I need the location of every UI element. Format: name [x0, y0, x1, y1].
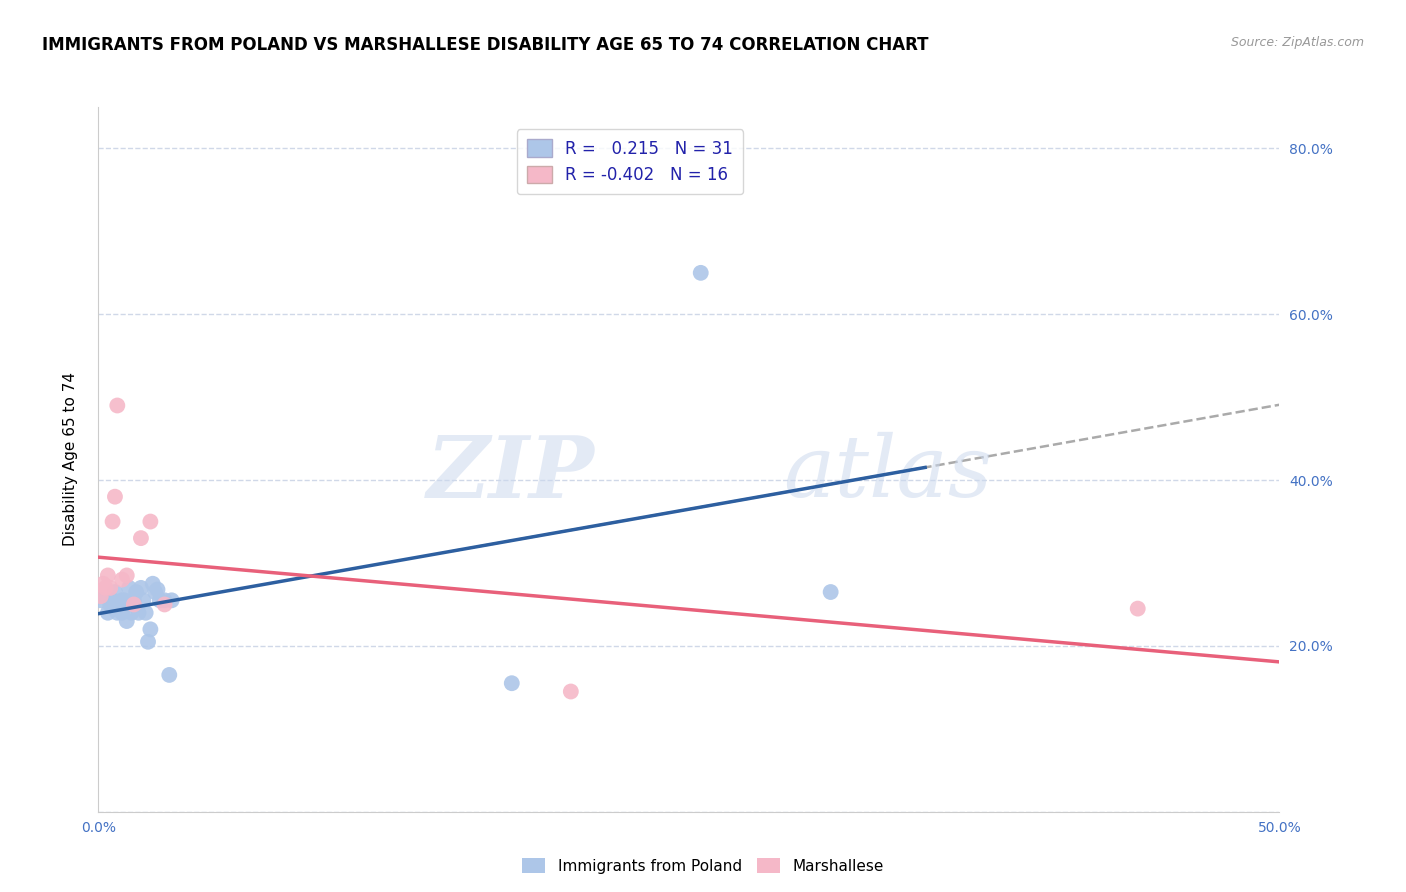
Point: [111, 593, 134, 607]
Point: [129, 531, 152, 545]
Point: [105, 399, 128, 413]
Legend: R =   0.215   N = 31, R = -0.402   N = 16: R = 0.215 N = 31, R = -0.402 N = 16: [517, 129, 742, 194]
Y-axis label: Disability Age 65 to 74: Disability Age 65 to 74: [63, 372, 77, 547]
Point: [122, 593, 145, 607]
Legend: Immigrants from Poland, Marshallese: Immigrants from Poland, Marshallese: [516, 852, 890, 880]
Point: [90, 593, 112, 607]
Point: [105, 606, 128, 620]
Point: [94, 581, 117, 595]
Point: [101, 515, 124, 529]
Point: [146, 582, 169, 597]
Point: [104, 585, 127, 599]
Point: [125, 585, 148, 599]
Point: [129, 581, 152, 595]
Text: Source: ZipAtlas.com: Source: ZipAtlas.com: [1230, 36, 1364, 49]
Point: [136, 634, 159, 648]
Point: [101, 593, 124, 607]
Point: [689, 266, 711, 280]
Point: [111, 606, 134, 620]
Text: ZIP: ZIP: [426, 432, 595, 516]
Point: [149, 593, 172, 607]
Point: [142, 576, 165, 591]
Point: [97, 606, 120, 620]
Text: atlas: atlas: [783, 432, 993, 515]
Point: [139, 515, 162, 529]
Point: [560, 684, 582, 698]
Point: [160, 593, 183, 607]
Point: [91, 576, 114, 591]
Point: [128, 606, 150, 620]
Point: [98, 598, 121, 612]
Point: [132, 593, 155, 607]
Point: [112, 593, 135, 607]
Point: [135, 606, 157, 620]
Point: [118, 581, 141, 595]
Text: IMMIGRANTS FROM POLAND VS MARSHALLESE DISABILITY AGE 65 TO 74 CORRELATION CHART: IMMIGRANTS FROM POLAND VS MARSHALLESE DI…: [42, 36, 929, 54]
Point: [153, 598, 176, 612]
Point: [115, 568, 138, 582]
Point: [153, 593, 176, 607]
Point: [820, 585, 842, 599]
Point: [115, 614, 138, 628]
Point: [104, 490, 127, 504]
Point: [122, 598, 145, 612]
Point: [1126, 601, 1149, 615]
Point: [108, 598, 131, 612]
Point: [98, 581, 121, 595]
Point: [97, 568, 120, 582]
Point: [143, 585, 166, 599]
Point: [139, 623, 162, 637]
Point: [111, 573, 134, 587]
Point: [121, 606, 143, 620]
Point: [501, 676, 523, 690]
Point: [157, 668, 180, 682]
Point: [90, 589, 112, 603]
